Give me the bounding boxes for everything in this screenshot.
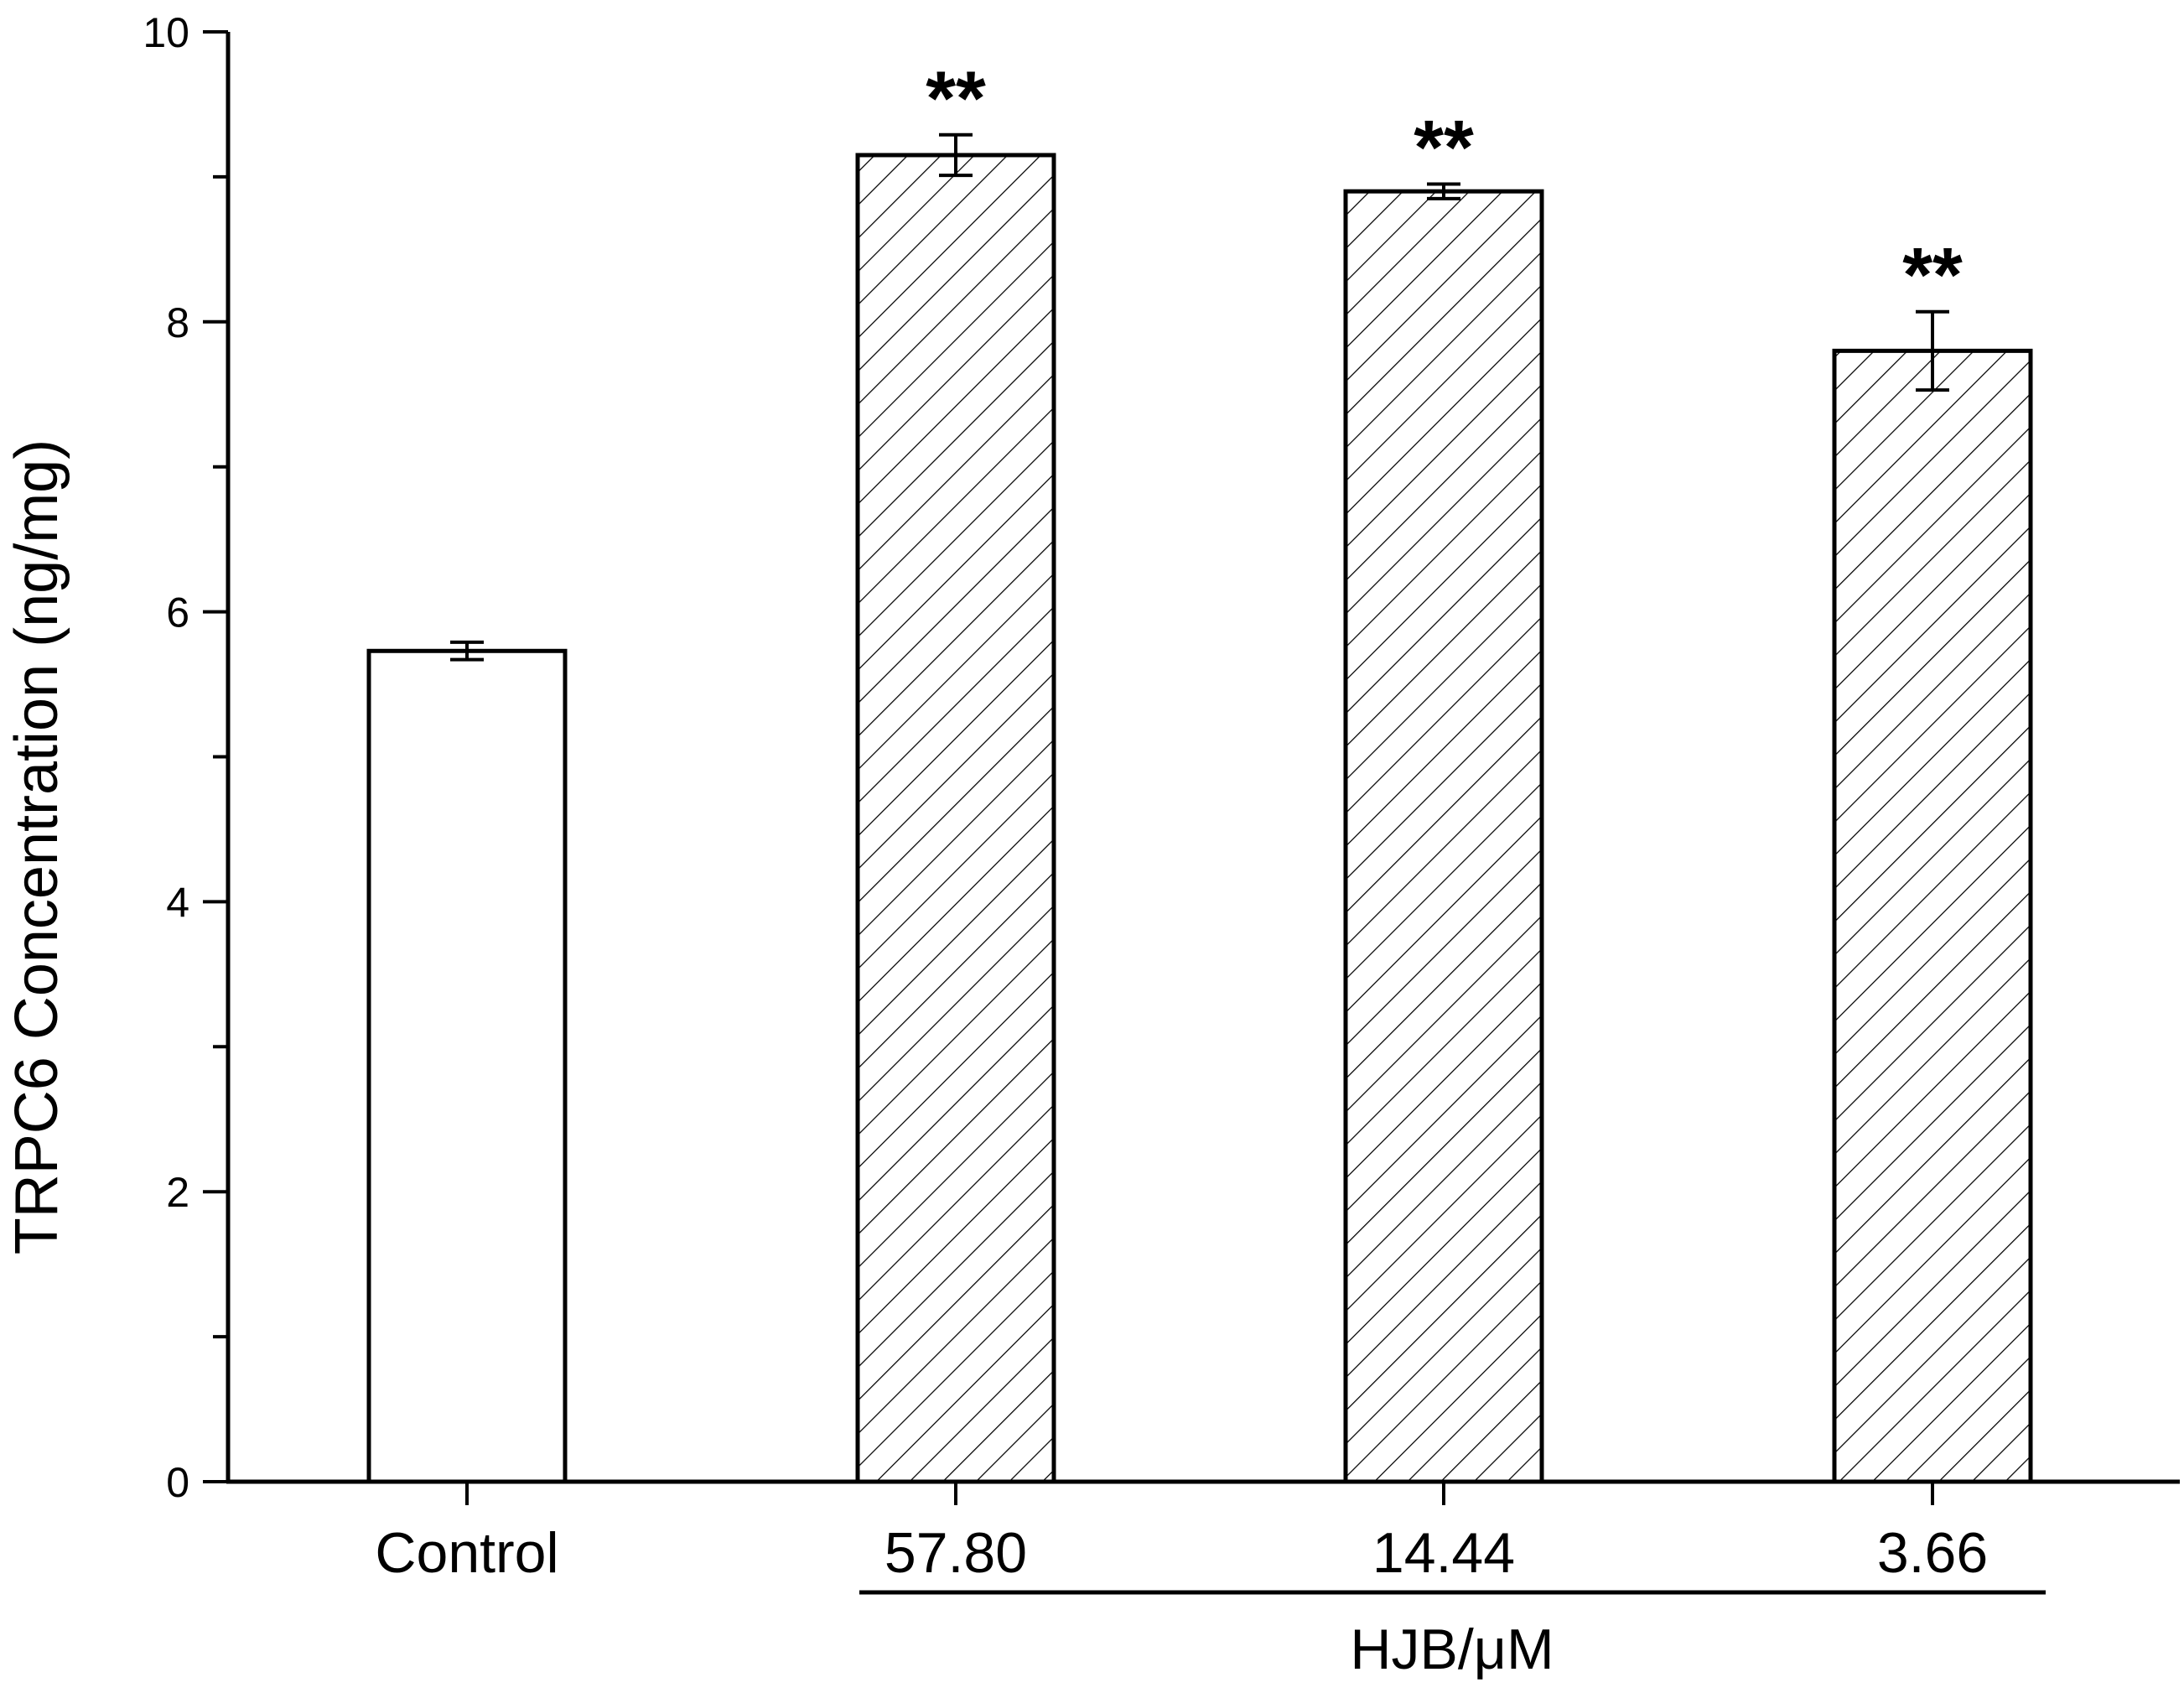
y-tick-label: 4 <box>166 879 189 926</box>
y-tick-label: 8 <box>166 299 189 346</box>
chart-marks: 0 2 4 6 8 10 Control 57.80 ** 14.44 ** 3.66 ** HJB/μM <box>143 9 2180 1681</box>
group-label: HJB/μM <box>1350 1618 1554 1681</box>
significance-label: ** <box>1902 233 1963 319</box>
x-tick-label: Control <box>375 1521 558 1585</box>
bar <box>1343 189 1544 1484</box>
x-tick-label: 3.66 <box>1877 1521 1988 1585</box>
significance-label: ** <box>926 56 986 142</box>
x-tick-label: 57.80 <box>884 1521 1027 1585</box>
y-axis-title: TRPC6 Concentration (ng/mg) <box>3 439 70 1254</box>
bar <box>366 648 568 1484</box>
y-tick-label: 10 <box>143 9 189 56</box>
significance-label: ** <box>1414 106 1474 191</box>
y-tick-label: 2 <box>166 1169 189 1216</box>
y-tick-label: 0 <box>166 1459 189 1506</box>
x-tick-label: 14.44 <box>1372 1521 1515 1585</box>
y-tick-label: 6 <box>166 589 189 636</box>
bar <box>1832 348 2033 1484</box>
bar <box>855 153 1056 1484</box>
